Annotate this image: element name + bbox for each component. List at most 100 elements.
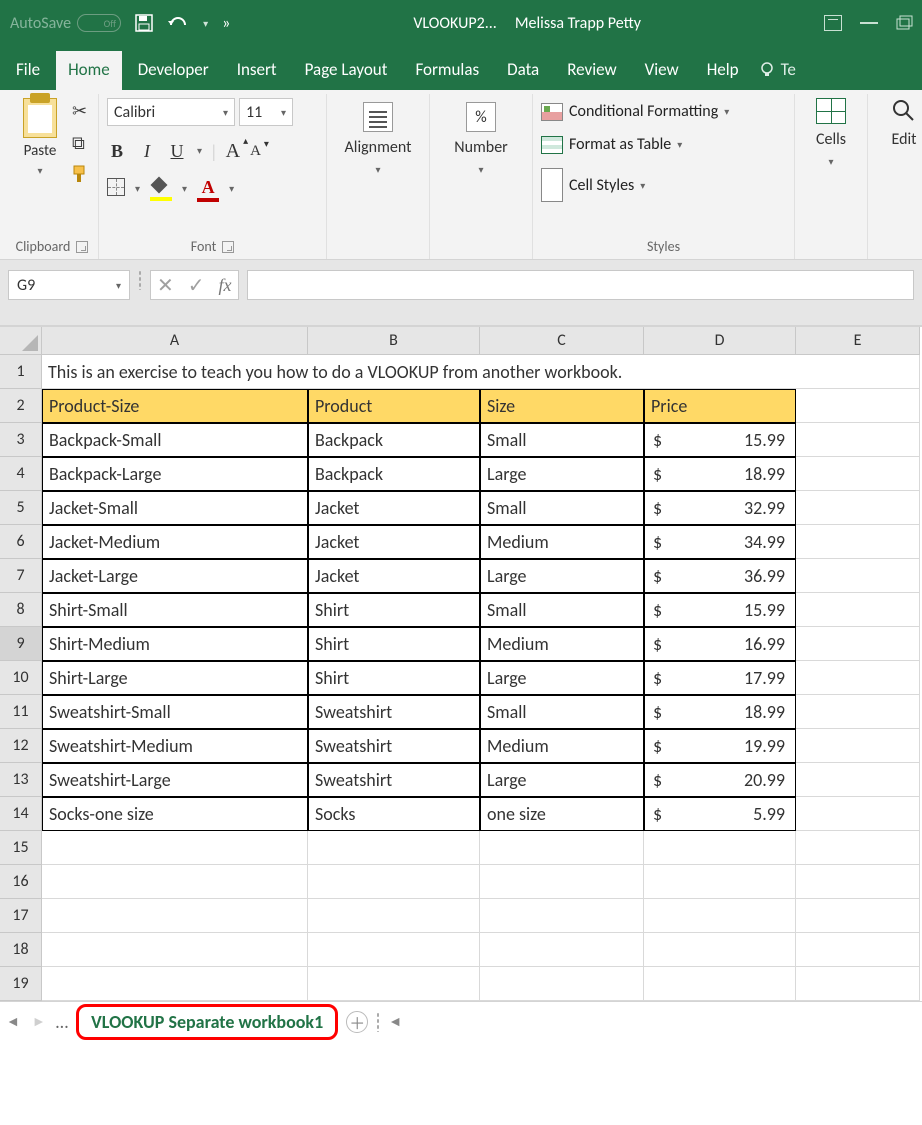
cell[interactable]: $5.99 [644,797,796,831]
row-header[interactable]: 5 [0,491,42,525]
sheet-nav-prev-icon[interactable]: ◄ [4,1013,22,1030]
cell[interactable]: one size [480,797,644,831]
tell-me-search[interactable]: Te [755,51,800,90]
cell[interactable] [480,831,644,865]
row-header[interactable]: 6 [0,525,42,559]
col-header-a[interactable]: A [42,327,308,355]
cell[interactable] [796,763,920,797]
cells-dropdown-icon[interactable]: ▾ [828,155,833,168]
number-button[interactable]: % Number ▾ [438,98,524,176]
cell[interactable]: $15.99 [644,593,796,627]
cell[interactable] [308,933,480,967]
cell[interactable] [796,559,920,593]
row-header[interactable]: 4 [0,457,42,491]
conditional-formatting-button[interactable]: Conditional Formatting ▾ [541,102,729,121]
more-commands-icon[interactable]: » [222,14,230,33]
alignment-button[interactable]: Alignment ▾ [335,98,421,176]
tab-file[interactable]: File [4,51,52,90]
cell[interactable] [796,525,920,559]
row-header[interactable]: 3 [0,423,42,457]
tab-review[interactable]: Review [555,51,628,90]
cell[interactable] [796,423,920,457]
cell[interactable]: $32.99 [644,491,796,525]
sheet-nav-next-icon[interactable]: ► [30,1013,48,1030]
cell[interactable] [796,729,920,763]
cut-icon[interactable]: ✂ [72,100,90,122]
cell[interactable]: Jacket-Medium [42,525,308,559]
cell[interactable]: Small [480,423,644,457]
font-color-button[interactable]: A [197,177,219,202]
grip-icon[interactable] [138,270,142,290]
paste-button[interactable]: Paste ▾ [14,98,66,177]
row-header[interactable]: 12 [0,729,42,763]
bold-button[interactable]: B [107,141,127,162]
row-header[interactable]: 15 [0,831,42,865]
select-all-corner[interactable] [0,327,42,355]
tab-formulas[interactable]: Formulas [403,51,491,90]
ribbon-display-icon[interactable] [824,15,842,31]
borders-button[interactable] [107,178,125,201]
row-header[interactable]: 16 [0,865,42,899]
cell-styles-button[interactable]: Cell Styles ▾ [541,168,645,202]
cell[interactable] [42,865,308,899]
format-painter-icon[interactable] [72,164,90,189]
cell[interactable] [308,899,480,933]
font-name-combo[interactable]: Calibri▾ [107,98,235,126]
font-size-combo[interactable]: 11▾ [239,98,293,126]
cell[interactable] [796,593,920,627]
cell[interactable]: $34.99 [644,525,796,559]
cell[interactable] [644,933,796,967]
col-header-b[interactable]: B [308,327,480,355]
decrease-font-button[interactable]: A▾ [250,143,261,160]
cell[interactable] [796,389,920,423]
minimize-icon[interactable] [860,22,878,24]
cell[interactable]: Backpack-Small [42,423,308,457]
row-header[interactable]: 10 [0,661,42,695]
cell[interactable]: Medium [480,627,644,661]
cell[interactable]: $36.99 [644,559,796,593]
italic-button[interactable]: I [137,141,157,162]
cell[interactable]: Size [480,389,644,423]
cell[interactable]: $19.99 [644,729,796,763]
cell[interactable]: Socks-one size [42,797,308,831]
tab-view[interactable]: View [633,51,691,90]
cell[interactable] [796,627,920,661]
cond-dropdown-icon[interactable]: ▾ [724,105,729,118]
cell[interactable] [480,967,644,1001]
cell[interactable] [796,457,920,491]
save-icon[interactable] [135,14,153,32]
cell[interactable]: Large [480,763,644,797]
increase-font-button[interactable]: A▴ [226,140,240,163]
cell[interactable]: Large [480,661,644,695]
restore-icon[interactable] [896,16,912,30]
undo-dropdown-icon[interactable]: ▾ [203,17,208,30]
autosave-toggle[interactable]: AutoSave Off [10,14,121,33]
cell[interactable] [308,831,480,865]
row-header[interactable]: 7 [0,559,42,593]
row-header[interactable]: 14 [0,797,42,831]
cell[interactable]: Backpack-Large [42,457,308,491]
cell[interactable]: Sweatshirt-Large [42,763,308,797]
row-header[interactable]: 9 [0,627,42,661]
cell[interactable]: Medium [480,525,644,559]
cell[interactable]: Jacket [308,525,480,559]
cell[interactable] [796,967,920,1001]
cell[interactable]: Backpack [308,423,480,457]
cells-button[interactable]: Cells ▾ [803,98,859,168]
clipboard-dialog-launcher[interactable] [76,241,88,253]
editing-button[interactable]: Edit [876,98,922,149]
col-header-c[interactable]: C [480,327,644,355]
cell[interactable]: $16.99 [644,627,796,661]
hscroll-left-icon[interactable]: ◄ [388,1013,402,1030]
row-header[interactable]: 19 [0,967,42,1001]
tab-scroll-grip-icon[interactable] [376,1012,380,1032]
fill-color-button[interactable] [150,179,172,201]
font-color-dropdown-icon[interactable]: ▾ [229,184,234,195]
borders-dropdown-icon[interactable]: ▾ [135,184,140,195]
alignment-dropdown-icon[interactable]: ▾ [375,163,380,176]
cell[interactable]: Shirt [308,627,480,661]
col-header-e[interactable]: E [796,327,920,355]
cell[interactable] [42,831,308,865]
cell[interactable] [480,899,644,933]
cell[interactable] [42,933,308,967]
